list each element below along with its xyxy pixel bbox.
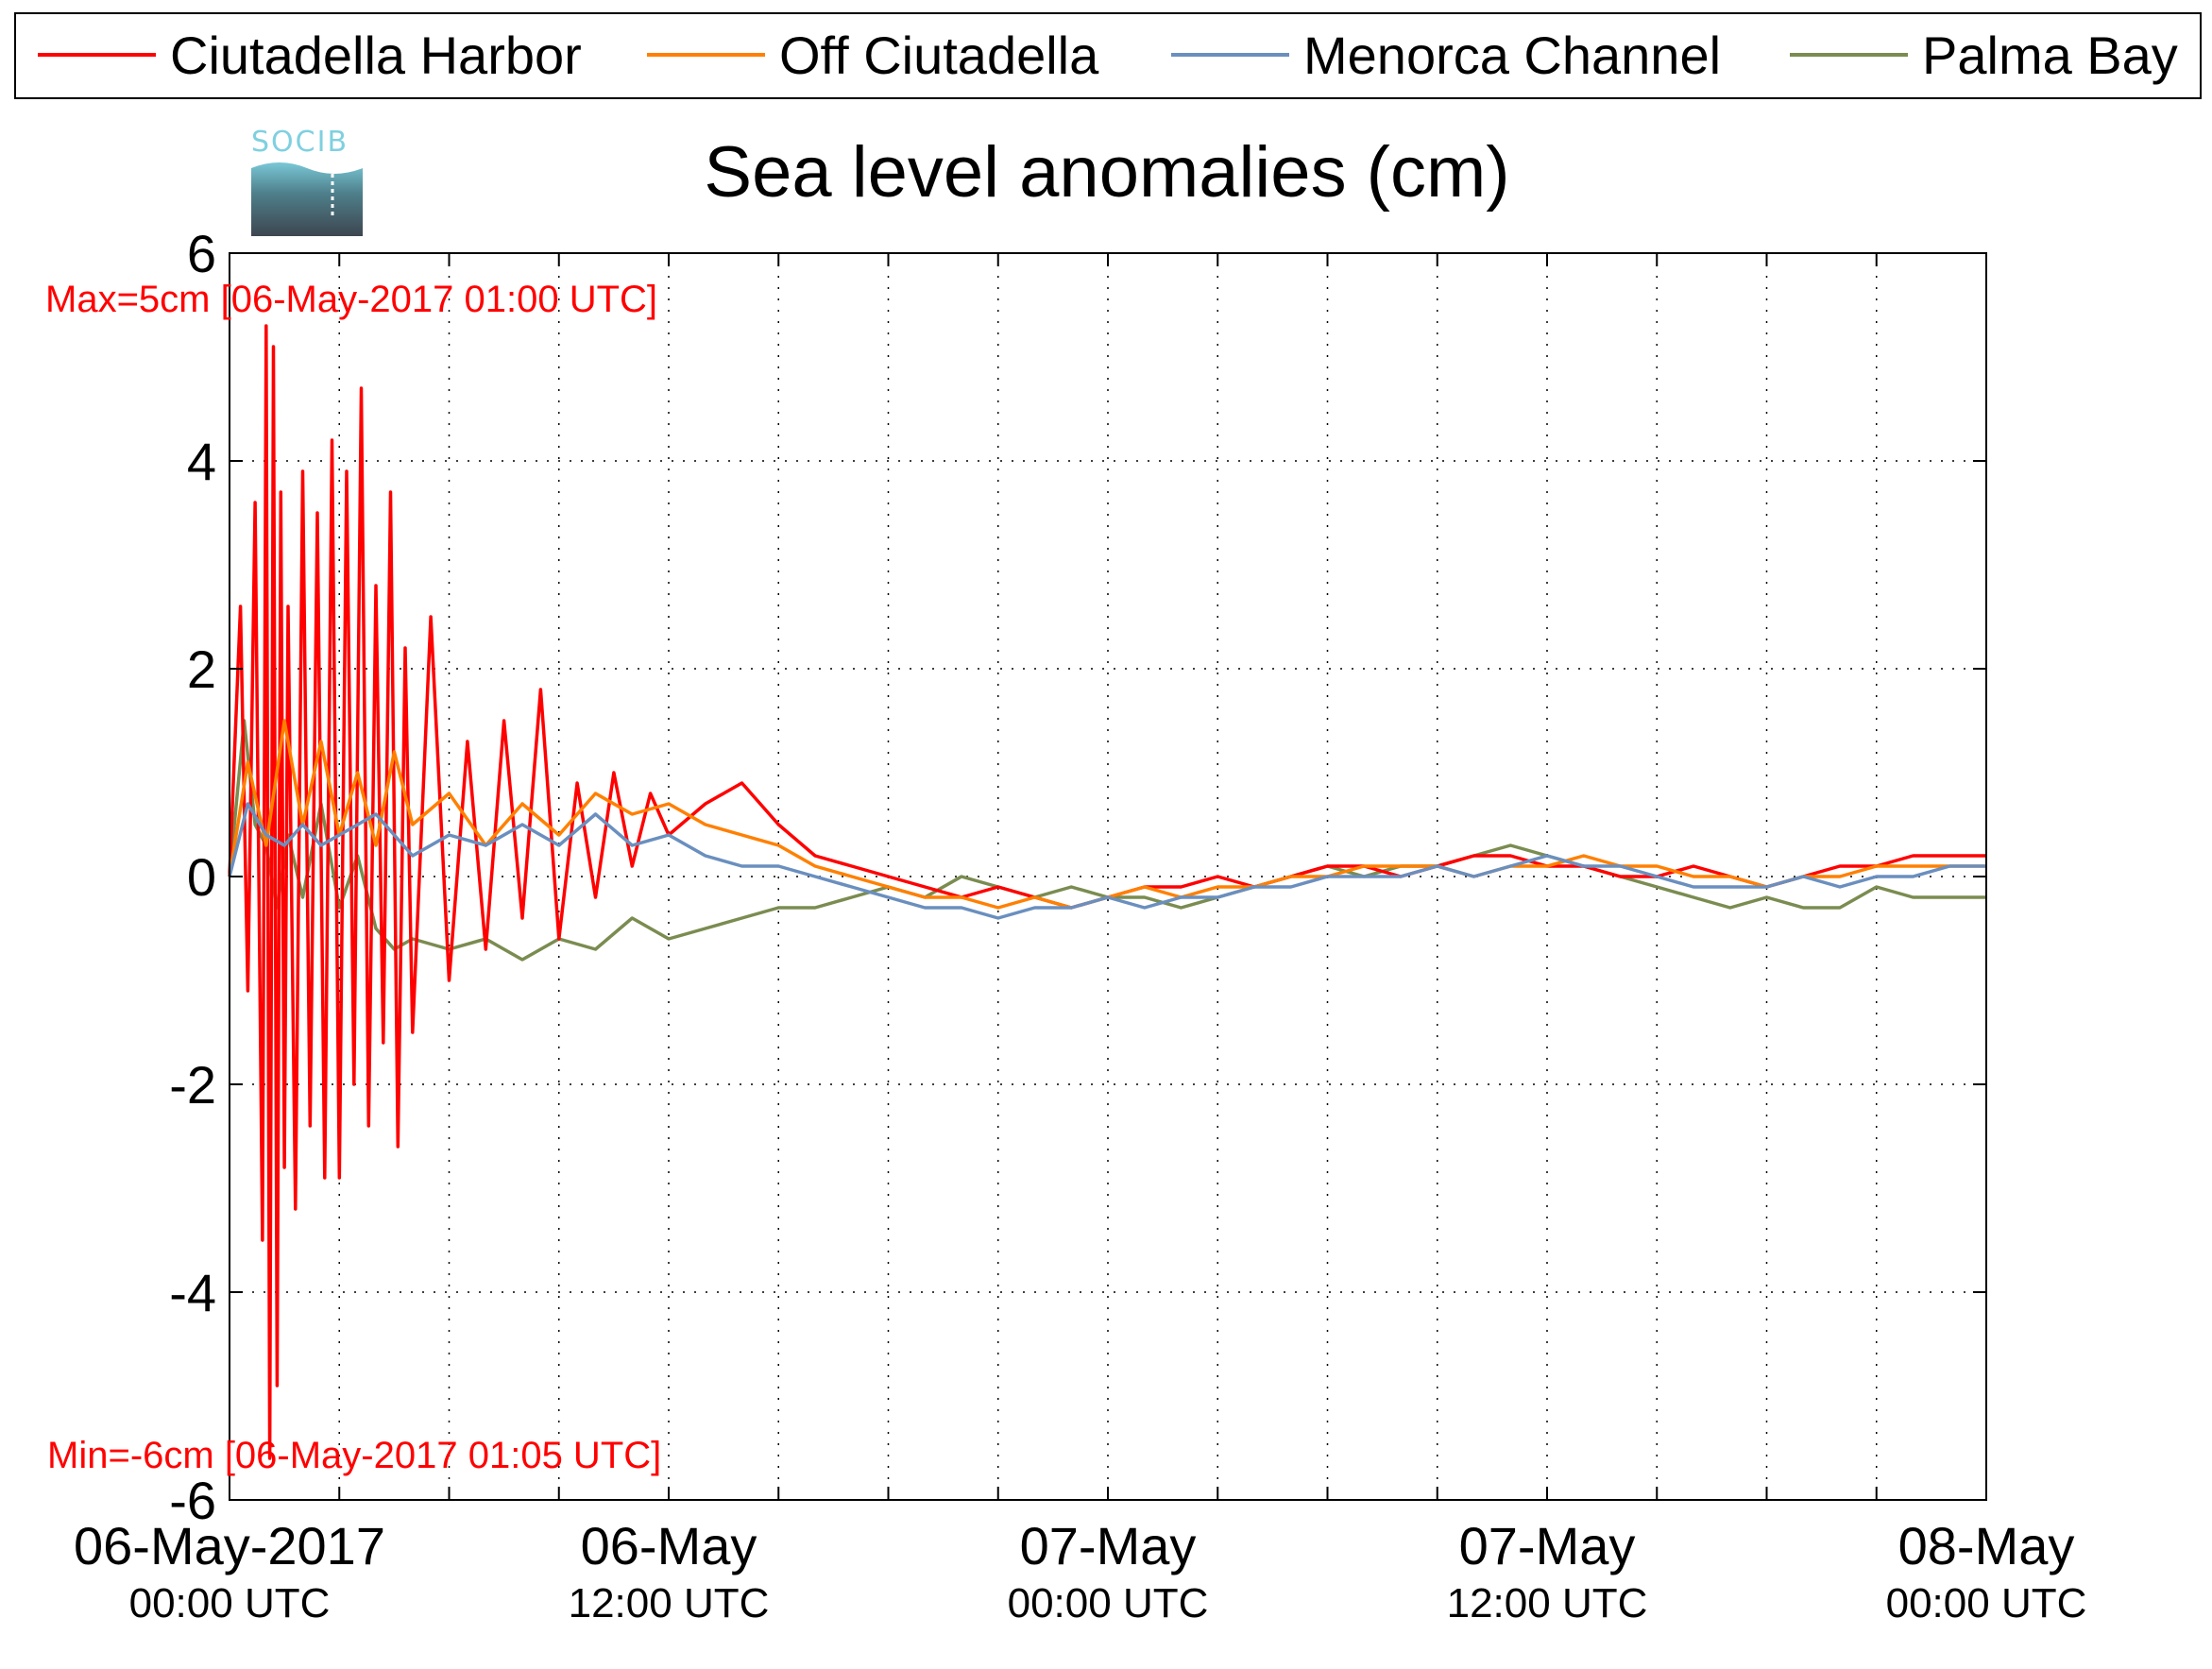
- legend-entry: Palma Bay: [1790, 26, 2178, 85]
- x-tick-label-date: 06-May-2017: [74, 1516, 385, 1575]
- chart-title: Sea level anomalies (cm): [704, 132, 1509, 213]
- x-tick-label-time: 00:00 UTC: [1886, 1580, 2087, 1626]
- y-tick-label: 6: [187, 224, 216, 283]
- x-tick-label-date: 08-May: [1898, 1516, 2075, 1575]
- legend-entry: Ciutadella Harbor: [38, 26, 582, 85]
- legend-label: Palma Bay: [1922, 26, 2178, 85]
- logo-wave-shape: [251, 159, 363, 174]
- y-tick-label: -4: [169, 1263, 216, 1322]
- legend-label: Off Ciutadella: [779, 26, 1099, 85]
- x-tick-label-group: 06-May 12:00 UTC: [569, 1516, 770, 1626]
- y-tick-label: 0: [187, 847, 216, 907]
- x-tick-label-group: 07-May 00:00 UTC: [1008, 1516, 1209, 1626]
- y-tick-label: 2: [187, 639, 216, 699]
- y-tick-label: 4: [187, 432, 216, 491]
- y-axis: 6 4 2 0 -2 -4 -6: [169, 224, 1986, 1530]
- series-line-ciutadella-harbor: [228, 324, 1986, 1460]
- y-tick-label: -6: [169, 1471, 216, 1530]
- legend-label: Ciutadella Harbor: [170, 26, 582, 85]
- x-tick-label-time: 12:00 UTC: [569, 1580, 770, 1626]
- legend-entry: Menorca Channel: [1171, 26, 1721, 85]
- y-tick-label: -2: [169, 1055, 216, 1115]
- legend: Ciutadella Harbor Off Ciutadella Menorca C…: [14, 12, 2202, 99]
- x-tick-label-group: 06-May-2017 00:00 UTC: [74, 1516, 385, 1626]
- x-tick-label-time: 00:00 UTC: [129, 1580, 331, 1626]
- min-annotation: Min=-6cm [06-May-2017 01:05 UTC]: [47, 1435, 661, 1476]
- x-tick-label-time: 12:00 UTC: [1447, 1580, 1648, 1626]
- legend-items: Ciutadella Harbor Off Ciutadella Menorca C…: [38, 26, 2178, 85]
- x-tick-label-group: 07-May 12:00 UTC: [1447, 1516, 1648, 1626]
- max-annotation: Max=5cm [06-May-2017 01:00 UTC]: [45, 279, 657, 320]
- socib-logo: SOCIB: [251, 126, 363, 236]
- legend-entry: Off Ciutadella: [647, 26, 1099, 85]
- x-tick-label-time: 00:00 UTC: [1008, 1580, 1209, 1626]
- series-line-off-ciutadella: [228, 719, 1986, 910]
- series-line-palma-bay: [228, 719, 1986, 962]
- series-line-menorca-channel: [228, 802, 1986, 920]
- x-tick-label-date: 07-May: [1020, 1516, 1197, 1575]
- x-tick-label-date: 07-May: [1459, 1516, 1636, 1575]
- x-tick-label-date: 06-May: [581, 1516, 757, 1575]
- x-tick-label-group: 08-May 00:00 UTC: [1886, 1516, 2087, 1626]
- legend-label: Menorca Channel: [1303, 26, 1721, 85]
- series-layer: [228, 324, 1986, 1460]
- logo-text: SOCIB: [251, 126, 349, 159]
